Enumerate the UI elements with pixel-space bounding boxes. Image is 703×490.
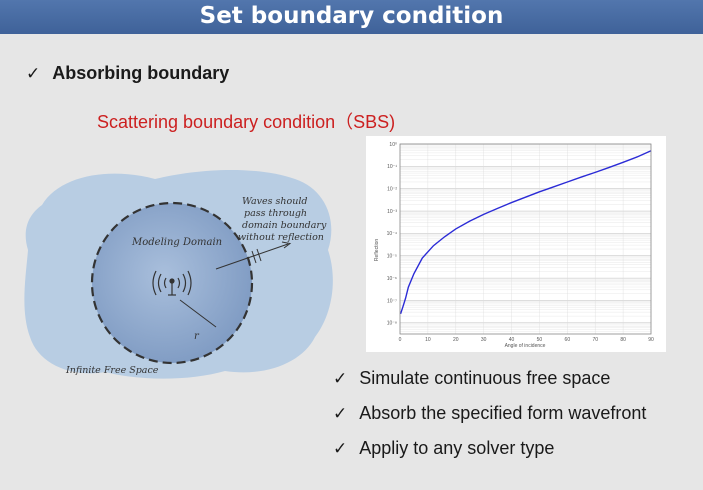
x-tick-label: 10 [425, 337, 431, 343]
y-axis-ticks: 10⁻⁸ 10⁻⁷ 10⁻⁶ 10⁻⁵ 10⁻⁴ 10⁻³ 10⁻² 10⁻¹ 10⁰ [387, 142, 398, 327]
x-tick-label: 90 [648, 337, 654, 343]
x-tick-label: 40 [509, 337, 515, 343]
y-tick-label: 10⁻⁷ [387, 298, 397, 304]
x-tick-label: 30 [481, 337, 487, 343]
x-axis-ticks: 0 10 20 30 40 50 60 70 80 90 [399, 337, 654, 343]
y-tick-label: 10⁻⁶ [387, 276, 397, 282]
y-axis-label: Reflection [374, 239, 380, 261]
boundary-illustration: Modeling Domain r Waves should pass thro… [24, 169, 333, 379]
series-line [399, 150, 652, 315]
y-tick-label: 10⁻² [387, 187, 397, 193]
radius-line [179, 299, 217, 328]
y-tick-label: 10⁻¹ [387, 164, 397, 170]
feature-label: Simulate continuous free space [359, 368, 611, 388]
feature-item-2: ✓ Absorb the specified form wavefront [333, 403, 646, 424]
feature-item-1: ✓ Simulate continuous free space [333, 368, 610, 389]
check-icon: ✓ [26, 64, 41, 84]
main-bullet: ✓ Absorbing boundary [26, 63, 229, 84]
x-tick-label: 80 [620, 337, 626, 343]
reflection-chart: 10⁻⁸ 10⁻⁷ 10⁻⁶ 10⁻⁵ 10⁻⁴ 10⁻³ 10⁻² 10⁻¹ 10⁰ 0 10 2… [366, 136, 666, 352]
wave-arrow-icon [215, 241, 292, 270]
check-icon: ✓ [333, 439, 348, 459]
feature-label: Appliy to any solver type [359, 438, 555, 458]
y-tick-label: 10⁻³ [387, 209, 397, 215]
domain-label: Modeling Domain [131, 237, 222, 248]
y-tick-label: 10⁻⁴ [387, 231, 397, 237]
feature-label: Absorb the specified form wavefront [359, 403, 647, 423]
check-icon: ✓ [333, 404, 348, 424]
wave-label: Waves should pass through domain boundar… [238, 196, 329, 243]
check-icon: ✓ [333, 369, 348, 389]
space-label: Infinite Free Space [65, 365, 159, 376]
x-tick-label: 50 [537, 337, 543, 343]
y-tick-label: 10⁻⁸ [387, 321, 397, 327]
x-tick-label: 70 [592, 337, 598, 343]
main-bullet-label: Absorbing boundary [52, 63, 230, 83]
radius-label: r [194, 331, 200, 342]
subtitle: Scattering boundary condition（SBS) [97, 112, 396, 132]
y-tick-label: 10⁻⁵ [387, 254, 397, 260]
y-tick-label: 10⁰ [389, 142, 397, 148]
plot-frame [399, 143, 652, 335]
feature-item-3: ✓ Appliy to any solver type [333, 438, 554, 459]
x-tick-label: 20 [453, 337, 459, 343]
x-tick-label: 0 [399, 337, 402, 343]
antenna-icon [152, 270, 192, 296]
x-tick-label: 60 [565, 337, 571, 343]
slide-title: Set boundary condition [0, 0, 703, 34]
x-axis-label: Angle of incidence [505, 343, 546, 349]
